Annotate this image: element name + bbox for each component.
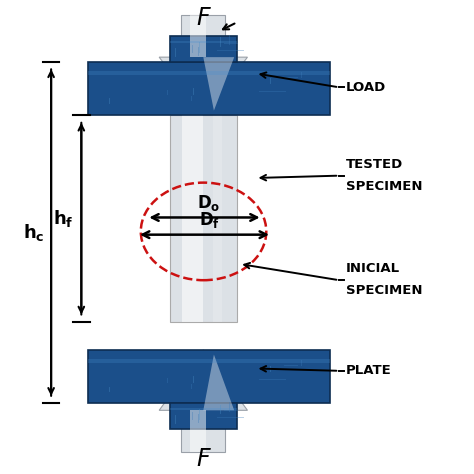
- Bar: [170, 408, 237, 410]
- Bar: [170, 403, 237, 429]
- Polygon shape: [203, 355, 234, 410]
- Text: SPECIMEN: SPECIMEN: [346, 284, 423, 297]
- Bar: [170, 36, 237, 62]
- Polygon shape: [159, 350, 247, 410]
- Bar: [88, 359, 330, 363]
- Text: INICIAL: INICIAL: [346, 262, 401, 275]
- Text: $\mathit{F}$: $\mathit{F}$: [196, 6, 211, 30]
- Text: $\mathbf{D_f}$: $\mathbf{D_f}$: [199, 210, 219, 230]
- Bar: [181, 15, 225, 57]
- Bar: [213, 115, 221, 322]
- Text: $\mathbf{h_c}$: $\mathbf{h_c}$: [23, 222, 44, 243]
- Text: SPECIMEN: SPECIMEN: [346, 180, 423, 193]
- Bar: [190, 410, 206, 452]
- Text: TESTED: TESTED: [346, 157, 403, 171]
- Bar: [182, 115, 203, 322]
- Text: LOAD: LOAD: [346, 81, 386, 94]
- Bar: [88, 350, 330, 403]
- Bar: [181, 410, 225, 452]
- Bar: [170, 41, 237, 43]
- Bar: [170, 115, 237, 322]
- Bar: [190, 15, 206, 57]
- Text: $\mathit{F}$: $\mathit{F}$: [196, 447, 211, 471]
- Polygon shape: [159, 57, 247, 115]
- Bar: [88, 62, 330, 115]
- Text: $\mathbf{h_f}$: $\mathbf{h_f}$: [54, 208, 74, 229]
- Polygon shape: [203, 57, 234, 110]
- Text: $\mathbf{D_o}$: $\mathbf{D_o}$: [197, 193, 221, 213]
- Text: PLATE: PLATE: [346, 365, 392, 377]
- Bar: [88, 71, 330, 75]
